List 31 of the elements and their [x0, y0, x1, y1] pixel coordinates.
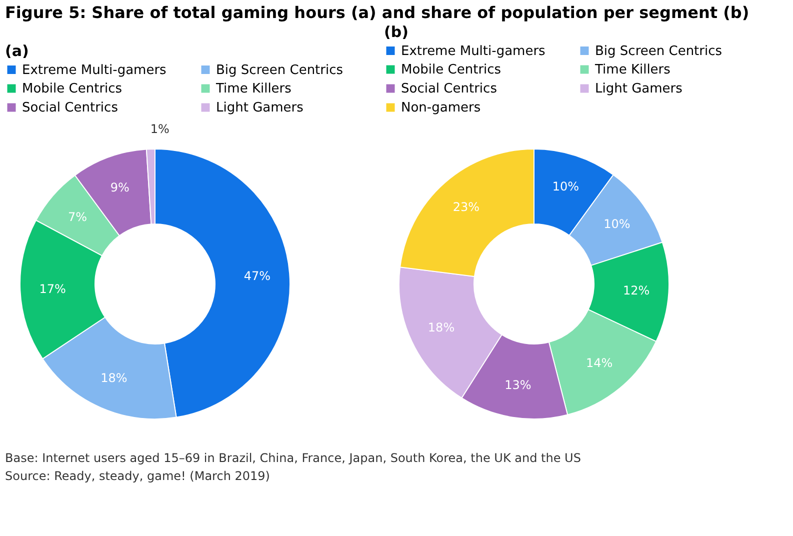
- text: Figure 5: Share of total gaming hours (a) and share of population per segment (b): [5, 3, 750, 22]
- legend-label: Light Gamers: [216, 100, 304, 116]
- data-label: 18%: [100, 370, 128, 385]
- legend-label: Light Gamers: [595, 82, 683, 96]
- legend-label: Big Screen Centrics: [595, 44, 722, 59]
- legend-label: Time Killers: [215, 82, 292, 96]
- data-label: 9%: [110, 180, 130, 195]
- text: Base: Internet users aged 15–69 in Brazil, China, France, Japan, South Korea, the UK and the US: [5, 451, 581, 465]
- data-label: 17%: [39, 282, 66, 296]
- data-label: 18%: [428, 320, 455, 335]
- legend-label: Big Screen Centrics: [216, 62, 344, 78]
- chart-subtitle: (a): [5, 42, 29, 60]
- legend-label: Time Killers: [594, 62, 671, 78]
- legend-label: Extreme Multi-gamers: [401, 44, 546, 59]
- legend-label: Mobile Centrics: [22, 82, 122, 96]
- legend-label: Mobile Centrics: [401, 62, 502, 78]
- data-label: 14%: [586, 356, 613, 370]
- legend-label: Extreme Multi-gamers: [22, 62, 167, 78]
- data-label: 13%: [504, 378, 532, 392]
- data-label: 10%: [604, 216, 630, 231]
- data-label: 23%: [452, 200, 480, 214]
- data-label: 10%: [552, 180, 580, 194]
- legend-label: Social Centrics: [401, 82, 498, 96]
- data-label: 7%: [68, 210, 88, 224]
- data-label: 47%: [244, 268, 271, 283]
- data-label: 12%: [622, 283, 650, 298]
- data-label: 1%: [150, 122, 170, 136]
- source-note: Source: Ready, steady, game! (March 2019): [5, 469, 270, 483]
- legend-label: Non-gamers: [401, 100, 481, 116]
- legend-label: Social Centrics: [22, 100, 118, 116]
- chart-subtitle: (b): [384, 23, 408, 41]
